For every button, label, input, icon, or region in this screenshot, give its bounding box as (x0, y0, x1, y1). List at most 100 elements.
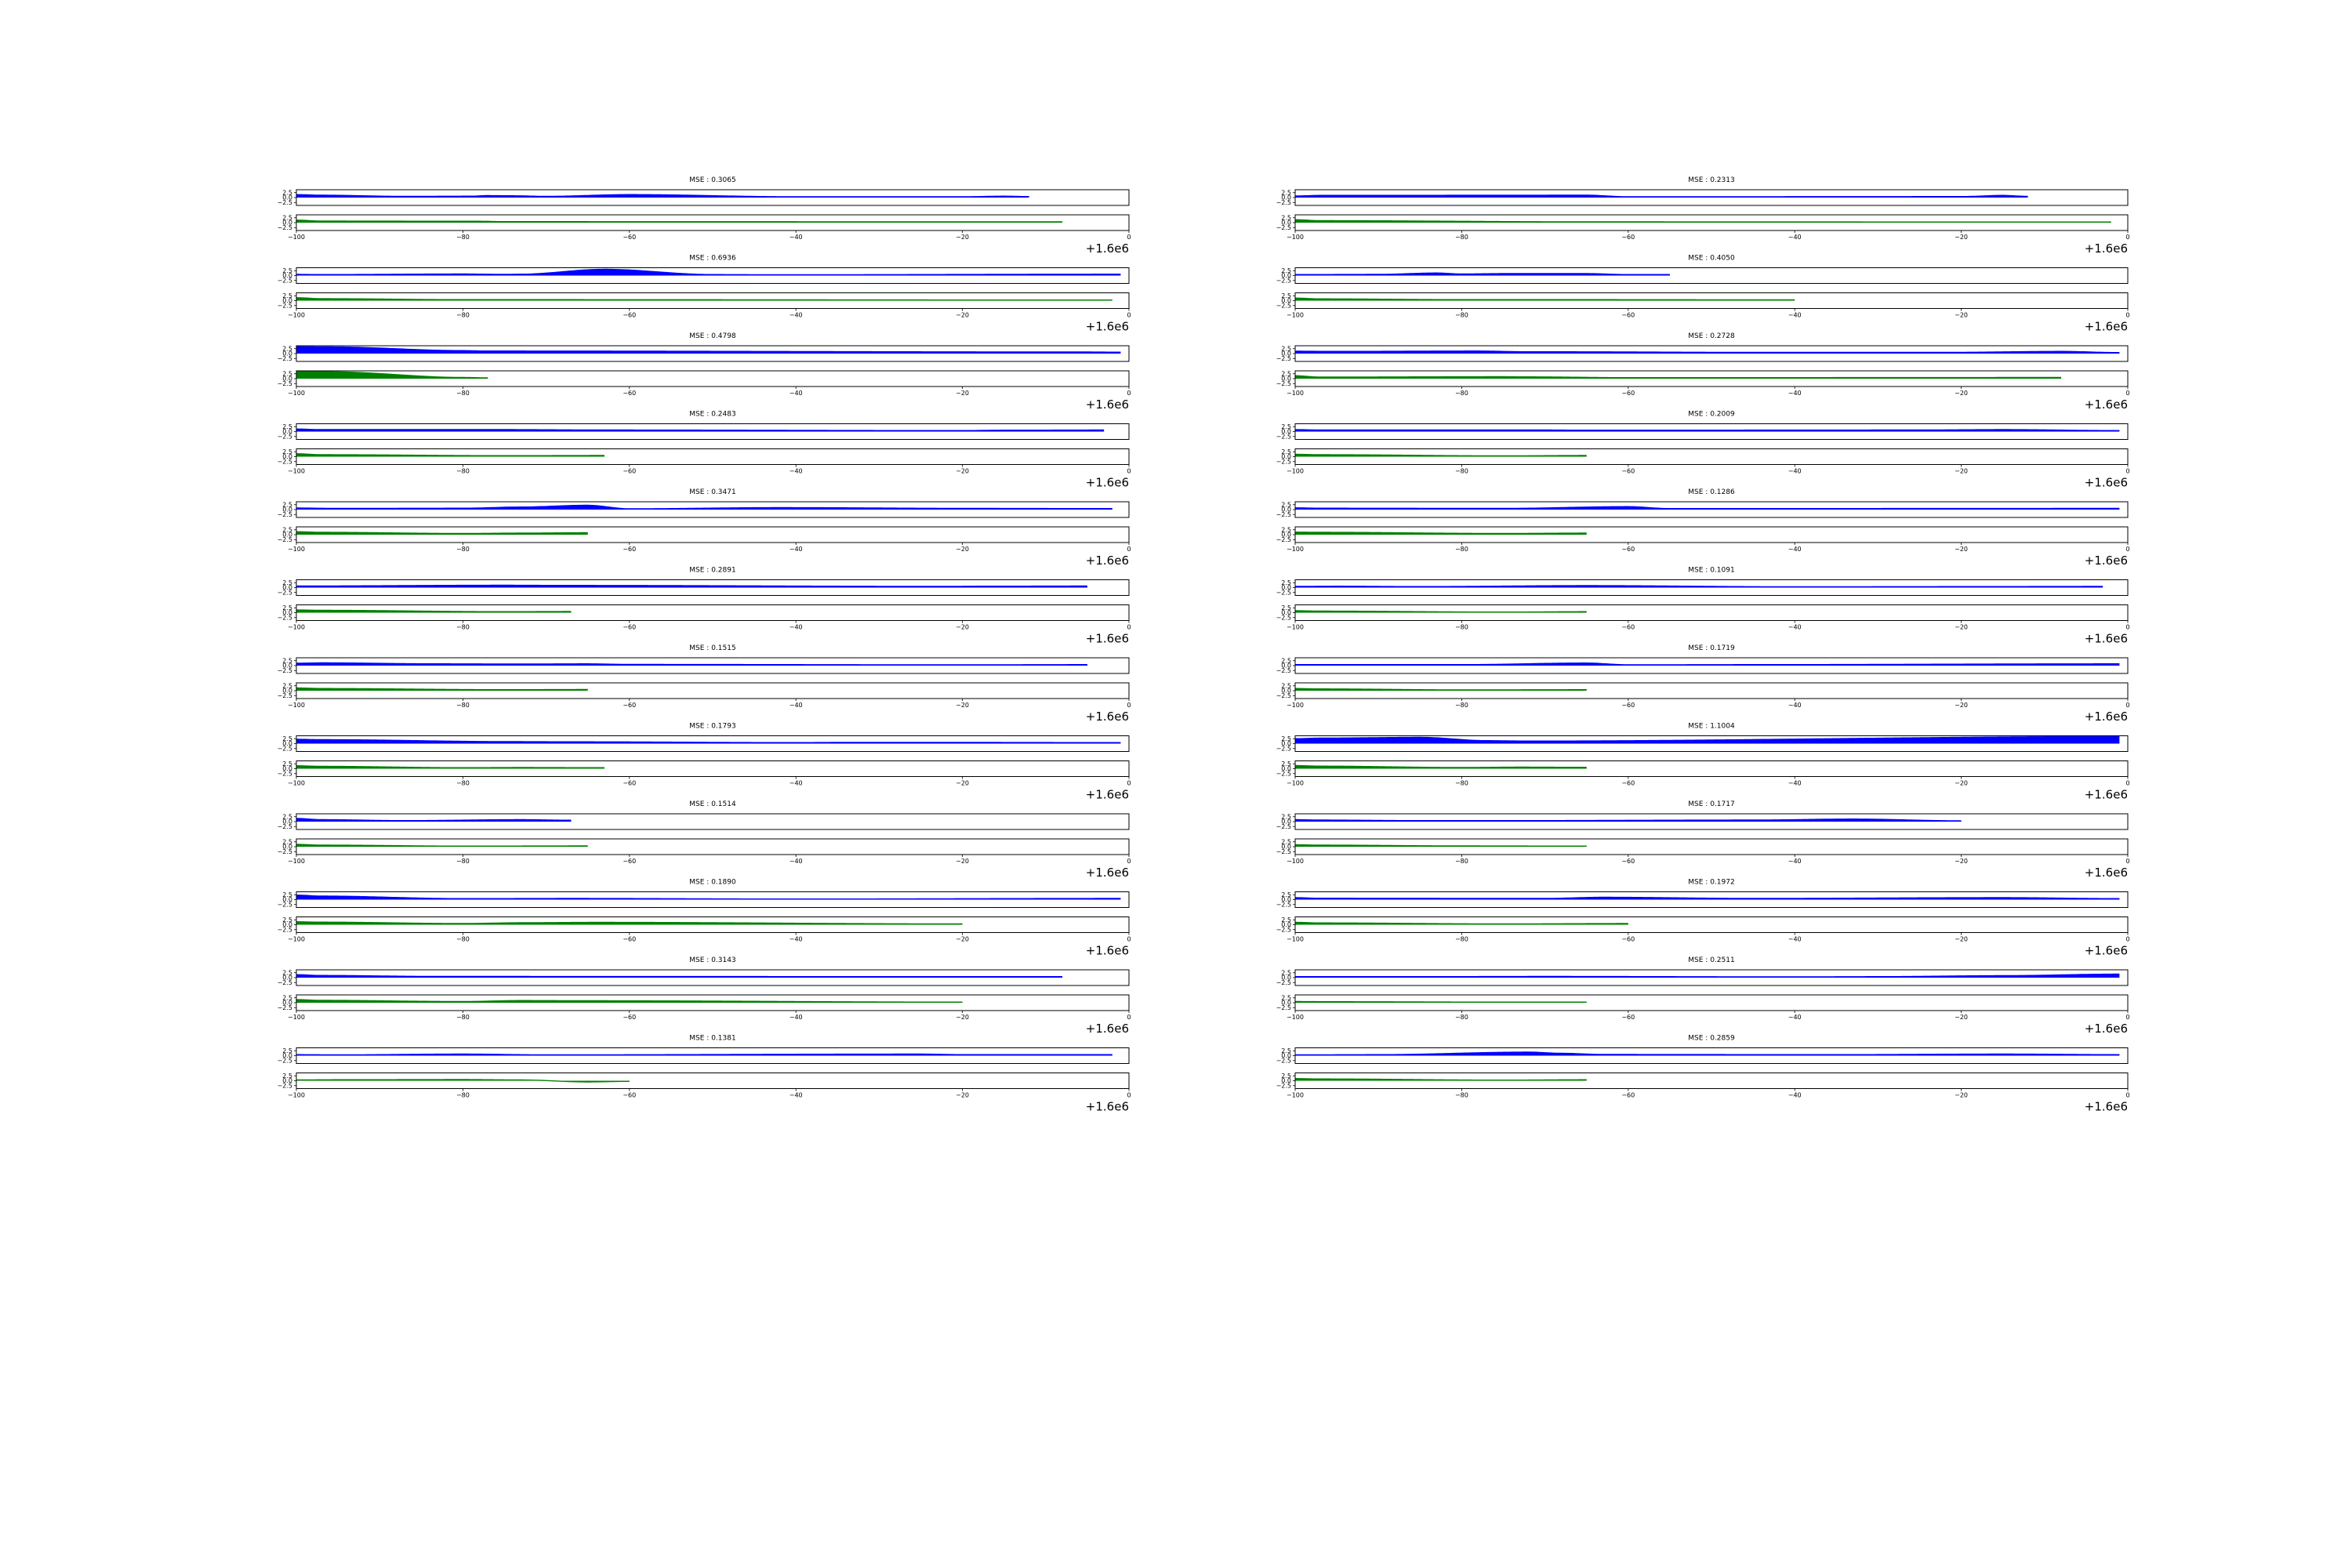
x-tick-label: −40 (1788, 468, 1802, 475)
x-tick-label: −40 (1788, 312, 1802, 319)
y-tick-label: −2.5 (278, 199, 292, 206)
y-tick-label: −2.5 (278, 302, 292, 309)
subplot-title: MSE : 0.1717 (1688, 800, 1734, 808)
x-tick-label: −40 (1788, 390, 1802, 397)
x-tick-label: 0 (1127, 234, 1131, 241)
y-tick-label: 2.5 (282, 189, 292, 196)
y-tick-label: −2.5 (1276, 770, 1291, 777)
x-tick-label: −40 (1788, 234, 1802, 241)
y-tick-label: 2.5 (282, 994, 292, 1001)
y-tick-label: −2.5 (1276, 277, 1291, 284)
x-offset-label: +1.6e6 (2085, 710, 2128, 724)
bottom-series-line (1295, 1078, 1587, 1081)
subplot-title: MSE : 0.1091 (1688, 567, 1734, 575)
top-series-line (296, 739, 1121, 743)
x-tick-label: 0 (2125, 312, 2129, 319)
x-tick-label: −40 (789, 1092, 803, 1099)
x-tick-label: −80 (456, 234, 470, 241)
y-tick-label: 0.0 (282, 194, 292, 201)
x-tick-label: −20 (956, 234, 969, 241)
x-tick-label: −80 (1455, 936, 1468, 943)
subplot-title: MSE : 0.4050 (1688, 255, 1735, 263)
top-series-line (296, 346, 1121, 353)
y-tick-label: 2.5 (282, 838, 292, 845)
top-series-line (1295, 1051, 2120, 1056)
subplot-title: MSE : 0.2511 (1688, 956, 1734, 964)
y-tick-label: −2.5 (1276, 1057, 1291, 1064)
x-tick-label: −80 (456, 624, 470, 631)
y-tick-label: −2.5 (1276, 745, 1291, 752)
x-tick-label: −80 (456, 1014, 470, 1021)
x-tick-label: −40 (1788, 624, 1802, 631)
y-tick-label: 2.5 (1281, 370, 1291, 377)
y-tick-label: 0.0 (1281, 194, 1291, 201)
y-tick-label: 2.5 (282, 1073, 292, 1080)
x-tick-label: −60 (1621, 780, 1635, 787)
top-series-line (1294, 735, 2120, 742)
x-tick-label: −100 (1287, 1014, 1304, 1021)
x-tick-label: −60 (1621, 468, 1635, 475)
x-tick-label: −80 (1455, 234, 1468, 241)
y-tick-label: 2.5 (282, 657, 292, 664)
x-offset-label: +1.6e6 (2085, 476, 2128, 490)
x-offset-label: +1.6e6 (2085, 1100, 2128, 1114)
subplot-title: MSE : 0.2313 (1688, 176, 1734, 184)
top-series-line (1295, 272, 1670, 275)
top-series-line (1294, 506, 2120, 510)
x-tick-label: 0 (2125, 390, 2129, 397)
bottom-series-area (1295, 765, 1587, 769)
x-tick-label: −60 (1621, 702, 1635, 709)
y-tick-label: 0.0 (282, 376, 292, 383)
y-tick-label: −2.5 (278, 848, 292, 855)
y-tick-label: −2.5 (278, 745, 292, 752)
x-tick-label: 0 (2125, 624, 2129, 631)
bottom-series-line (1294, 219, 2111, 223)
x-tick-label: 0 (1127, 780, 1131, 787)
x-offset-label: +1.6e6 (2085, 320, 2128, 334)
x-tick-label: −20 (1955, 546, 1968, 553)
y-tick-label: 0.0 (282, 765, 292, 772)
x-offset-label: +1.6e6 (1086, 944, 1129, 958)
subplot-title: MSE : 0.3471 (689, 488, 735, 496)
y-tick-label: 2.5 (282, 526, 292, 533)
x-tick-label: −100 (1287, 858, 1304, 865)
x-tick-label: −40 (789, 234, 803, 241)
y-tick-label: −2.5 (1276, 848, 1291, 855)
bottom-series-line (296, 531, 588, 535)
y-tick-label: −2.5 (1276, 199, 1291, 206)
x-tick-label: −40 (1788, 546, 1802, 553)
subplot-title: MSE : 0.2859 (1688, 1035, 1735, 1043)
x-tick-label: −20 (956, 1014, 969, 1021)
x-tick-label: −60 (1621, 1014, 1635, 1021)
x-tick-label: −100 (288, 702, 305, 709)
y-tick-label: −2.5 (1276, 901, 1291, 908)
y-tick-label: 2.5 (1281, 526, 1291, 533)
x-tick-label: −20 (1955, 624, 1968, 631)
y-tick-label: 2.5 (1281, 838, 1291, 845)
y-tick-label: 2.5 (1281, 604, 1291, 612)
y-tick-label: 2.5 (1281, 189, 1291, 196)
x-tick-label: −100 (288, 468, 305, 475)
x-tick-label: −40 (1788, 780, 1802, 787)
x-tick-label: −60 (622, 1092, 636, 1099)
bottom-series-line (1295, 764, 1587, 768)
x-tick-label: −40 (789, 546, 803, 553)
x-tick-label: −100 (1287, 624, 1304, 631)
subplot-title: MSE : 0.1381 (689, 1035, 735, 1043)
x-tick-label: −100 (1287, 390, 1304, 397)
x-tick-label: −100 (1287, 702, 1304, 709)
y-tick-label: −2.5 (278, 458, 292, 465)
top-series-line (296, 895, 1121, 900)
y-tick-label: −2.5 (278, 926, 292, 933)
x-tick-label: −20 (956, 624, 969, 631)
x-tick-label: 0 (2125, 546, 2129, 553)
x-tick-label: 0 (2125, 858, 2129, 865)
y-tick-label: 0.0 (1281, 532, 1291, 539)
x-tick-label: 0 (1127, 312, 1131, 319)
